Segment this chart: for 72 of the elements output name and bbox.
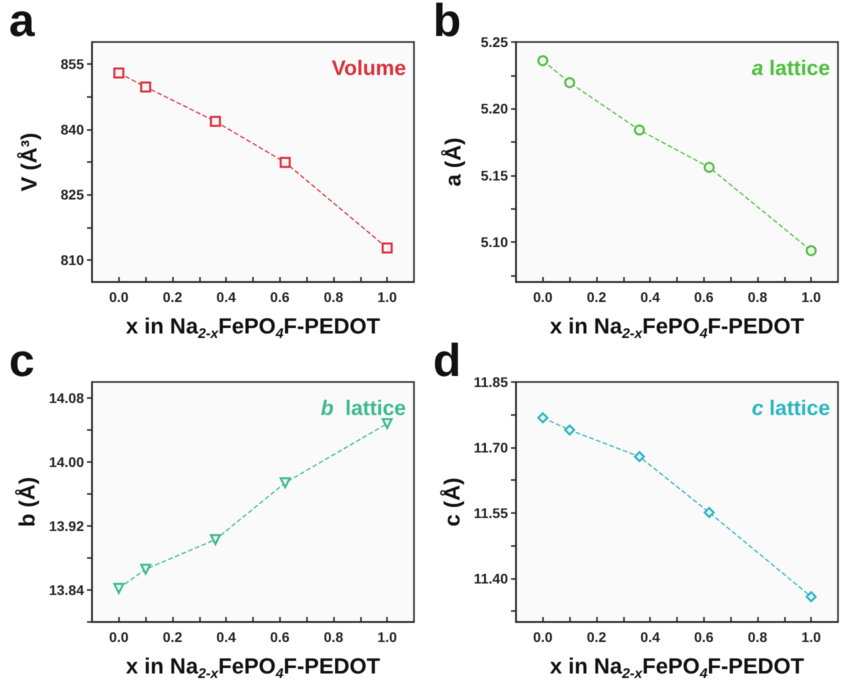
x-tick-label: 1.0 — [801, 289, 822, 305]
annotation: c lattice — [752, 397, 830, 420]
y-tick-label: 5.25 — [480, 34, 508, 50]
y-tick-label: 5.10 — [480, 234, 508, 250]
x-tick-label: 0.8 — [324, 629, 344, 645]
x-tick-label: 1.0 — [377, 289, 398, 305]
x-tick-label: 0.0 — [109, 289, 129, 305]
point — [113, 67, 124, 78]
point — [537, 55, 548, 66]
y-tick-label: 825 — [60, 186, 84, 203]
point — [634, 451, 645, 462]
x-tick-label: 0.2 — [162, 629, 182, 645]
y-tick-label: 810 — [60, 252, 84, 268]
point — [564, 424, 576, 436]
x-tick-label: 0.6 — [270, 629, 290, 645]
x-tick-label: 0.2 — [162, 289, 182, 305]
point — [564, 77, 576, 88]
y-axis-title: a (Å) — [440, 138, 466, 186]
y-tick-label: 5.20 — [480, 100, 508, 117]
x-tick-label: 0.8 — [748, 289, 768, 305]
annotation: b lattice — [320, 397, 406, 420]
chart-title: c — [9, 334, 35, 386]
y-tick-label: 11.70 — [474, 439, 508, 456]
y-axis-title: b (Å) — [14, 476, 40, 528]
x-tick-label: 0.4 — [216, 629, 236, 645]
y-tick-label: 14.08 — [48, 390, 84, 406]
y-tick-label: 840 — [60, 121, 84, 138]
point — [704, 506, 715, 518]
x-tick-label: 0.8 — [748, 629, 768, 645]
point — [806, 245, 817, 256]
point — [537, 412, 548, 424]
point — [113, 582, 124, 594]
point — [280, 156, 291, 168]
chart-title: d — [433, 334, 462, 386]
y-axis-title: c (Å) — [439, 478, 464, 526]
x-tick-label: 0.4 — [640, 629, 660, 645]
x-tick-label: 0.6 — [694, 629, 714, 645]
y-tick-label: 5.15 — [480, 167, 508, 184]
point — [382, 242, 393, 254]
x-tick-label: 0.6 — [270, 289, 290, 305]
x-tick-label: 1.0 — [801, 629, 822, 645]
x-tick-label: 0.0 — [533, 629, 553, 645]
x-tick-label: 1.0 — [377, 629, 398, 645]
x-tick-label: 0.2 — [586, 629, 606, 645]
chart-title: a — [9, 0, 35, 46]
y-tick-label: 13.92 — [48, 518, 84, 534]
point — [382, 418, 393, 430]
point — [280, 477, 291, 488]
point — [634, 124, 645, 136]
point — [140, 81, 152, 92]
y-tick-label: 11.85 — [474, 374, 508, 390]
x-tick-label: 0.0 — [533, 289, 553, 305]
y-tick-label: 14.00 — [48, 454, 84, 470]
annotation: a lattice — [752, 57, 830, 80]
point — [704, 162, 715, 173]
y-tick-label: 11.40 — [474, 570, 508, 586]
x-tick-label: 0.2 — [586, 289, 606, 305]
chart-title: b — [433, 0, 462, 46]
y-tick-label: 13.84 — [48, 582, 84, 598]
x-tick-label: 0.4 — [216, 289, 236, 305]
y-tick-label: 11.55 — [474, 504, 508, 521]
x-tick-label: 0.6 — [694, 289, 714, 305]
x-tick-label: 0.0 — [109, 629, 129, 645]
annotation: Volume — [332, 57, 406, 80]
x-tick-label: 0.4 — [640, 289, 660, 305]
point — [140, 564, 152, 575]
x-tick-label: 0.8 — [324, 289, 344, 305]
point — [210, 116, 221, 127]
point — [210, 534, 221, 546]
y-axis-title: V (Å³) — [16, 132, 42, 192]
point — [806, 591, 817, 602]
y-tick-label: 855 — [60, 56, 84, 72]
